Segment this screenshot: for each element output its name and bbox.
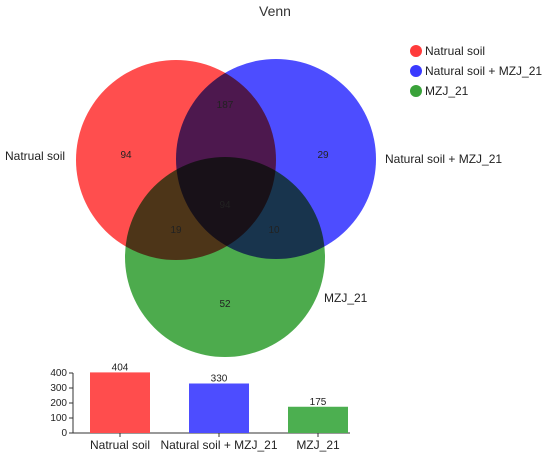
x-tick-label: Natural soil + MZJ_21 <box>160 438 277 452</box>
legend-marker-natural-soil-mzj21 <box>410 65 422 77</box>
region-all-three: 94 <box>219 200 231 211</box>
region-natrual-soil-only: 94 <box>120 150 132 161</box>
y-tick-label: 400 <box>50 368 67 379</box>
x-tick-label: MZJ_21 <box>296 438 340 452</box>
legend: Natrual soil Natural soil + MZJ_21 MZJ_2… <box>410 44 542 98</box>
region-natrual-soil-and-mzj21: 19 <box>170 225 182 236</box>
region-mzj21-only: 52 <box>219 299 231 310</box>
set-label-natural-soil-mzj21: Natural soil + MZJ_21 <box>385 152 502 166</box>
chart-title: Venn <box>259 3 291 19</box>
legend-label-natural-soil-mzj21: Natural soil + MZJ_21 <box>425 64 542 78</box>
bar-chart: 0 100 200 300 400 404 Natrual soil 330 Natural … <box>50 362 350 452</box>
legend-marker-natrual-soil <box>410 45 422 57</box>
venn-circle-mzj21 <box>125 157 325 357</box>
bars: 404 Natrual soil 330 Natural soil + MZJ_21 1… <box>90 362 348 452</box>
set-label-mzj21: MZJ_21 <box>324 291 368 305</box>
bar-value-label: 404 <box>112 362 129 373</box>
y-tick-label: 100 <box>50 413 67 424</box>
bar-value-label: 330 <box>211 374 228 385</box>
bar <box>189 384 249 434</box>
y-tick-label: 200 <box>50 398 67 409</box>
set-label-natrual-soil: Natrual soil <box>5 149 65 163</box>
bar <box>90 372 150 433</box>
legend-marker-mzj21 <box>410 85 422 97</box>
bar-value-label: 175 <box>310 397 327 408</box>
legend-label-natrual-soil: Natrual soil <box>425 44 485 58</box>
region-mix-and-mzj21: 10 <box>268 225 280 236</box>
region-natrual-soil-and-mzj-mix: 187 <box>217 100 234 111</box>
y-tick-label: 0 <box>61 428 67 439</box>
bar <box>288 407 348 433</box>
x-tick-label: Natrual soil <box>90 438 150 452</box>
region-natural-soil-mzj21-only: 29 <box>317 150 329 161</box>
y-tick-label: 300 <box>50 383 67 394</box>
legend-label-mzj21: MZJ_21 <box>425 84 469 98</box>
bar-y-ticks: 0 100 200 300 400 <box>50 368 73 439</box>
